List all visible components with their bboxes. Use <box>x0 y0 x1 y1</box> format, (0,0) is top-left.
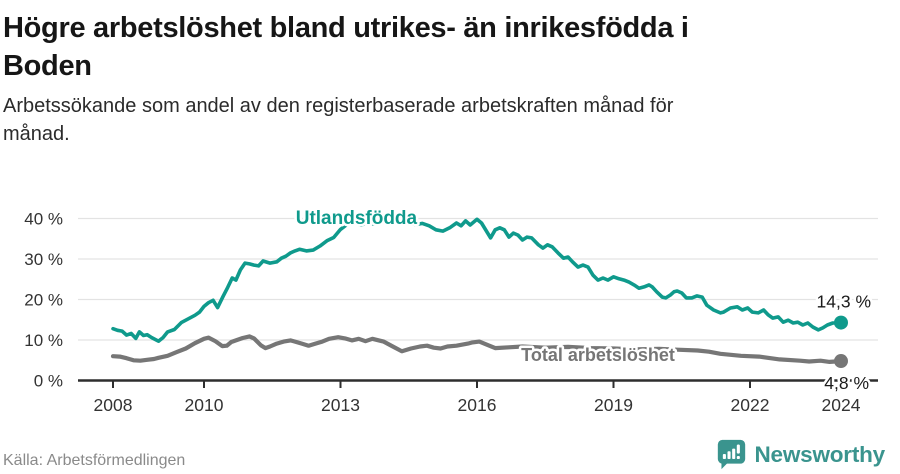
x-axis-tick-label: 2024 <box>822 395 861 415</box>
x-axis-tick-label: 2013 <box>321 395 360 415</box>
page-title: Högre arbetslöshet bland utrikes- än inr… <box>3 9 890 85</box>
series-end-dot <box>834 315 848 330</box>
x-axis-tick-label: 2008 <box>94 395 133 415</box>
newsworthy-logo: Newsworthy <box>716 438 885 471</box>
subtitle-line-2: månad. <box>3 123 70 145</box>
x-axis-tick-label: 2010 <box>185 395 224 415</box>
y-axis-tick-label: 30 % <box>24 250 63 269</box>
newsworthy-logo-text: Newsworthy <box>754 441 885 467</box>
x-axis-tick-label: 2019 <box>594 395 633 415</box>
newsworthy-logo-icon <box>718 439 746 470</box>
title-line-1: Högre arbetslöshet bland utrikes- än inr… <box>3 12 689 44</box>
chart-subtitle: Arbetssökande som andel av den registerb… <box>3 92 890 148</box>
title-line-2: Boden <box>3 50 92 82</box>
source-note: Källa: Arbetsförmedlingen <box>3 452 186 469</box>
y-axis-tick-label: 0 % <box>34 372 63 391</box>
chart-header: Högre arbetslöshet bland utrikes- än inr… <box>0 0 900 148</box>
series-label-utlandsfodda: Utlandsfödda <box>296 208 418 229</box>
x-axis-tick-label: 2022 <box>731 395 770 415</box>
x-axis-tick-label: 2016 <box>458 395 497 415</box>
chart-footer: Källa: Arbetsförmedlingen Newsworthy <box>0 438 900 474</box>
series-end-dot <box>834 354 848 369</box>
y-axis-tick-label: 20 % <box>24 291 63 310</box>
y-axis-tick-label: 40 % <box>24 210 63 229</box>
series-line-utlandsfodda <box>111 217 843 344</box>
subtitle-line-1: Arbetssökande som andel av den registerb… <box>3 95 674 117</box>
y-axis-tick-label: 10 % <box>24 331 63 350</box>
series-line-total-arbetsloshet <box>110 334 844 364</box>
series-label-total-arbetsloshet: Total arbetslöshet <box>521 345 675 365</box>
series-end-value: 4,8 % <box>824 373 869 393</box>
series-end-value: 14,3 % <box>817 292 871 312</box>
